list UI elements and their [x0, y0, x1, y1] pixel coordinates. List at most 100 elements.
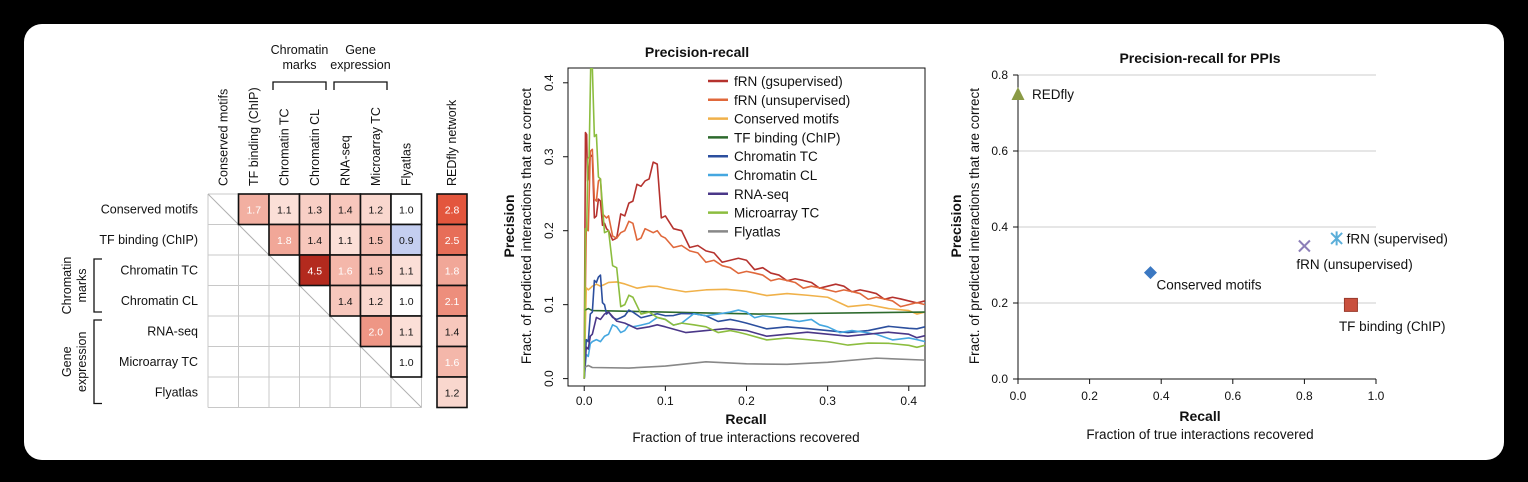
heatmap-row-label: Flyatlas: [155, 385, 198, 399]
heatmap-cell-value: 1.7: [246, 204, 261, 216]
heatmap-cell: [390, 345, 423, 378]
heatmap-cell: [390, 254, 423, 287]
series-line-conserved-motifs: [583, 281, 925, 379]
point-label: fRN (supervised): [1347, 231, 1448, 246]
heatmap-cell-value: 2.0: [368, 326, 383, 338]
heatmap-diagonal: [207, 193, 422, 408]
heatmap-cell-value: 1.0: [399, 357, 414, 369]
y-tick-label: 0.8: [991, 68, 1008, 82]
heatmap-cell-value: 1.4: [338, 296, 353, 308]
heatmap-cell: [390, 223, 423, 256]
point-frn-supervised: [1330, 231, 1343, 246]
heatmap-col-group-bracket: [333, 81, 388, 90]
series-line-rna-seq: [583, 311, 925, 379]
legend-label: Chromatin TC: [734, 149, 818, 164]
heatmap-row-label: TF binding (ChIP): [99, 233, 198, 247]
x-tick-label: 0.0: [1010, 389, 1027, 403]
point-label: Conserved motifs: [1156, 278, 1261, 293]
heatmap-cell-value: 0.9: [399, 235, 414, 247]
x-axis-sublabel: Fraction of true interactions recovered: [632, 430, 859, 445]
series-line-chromatin-tc: [583, 274, 925, 379]
heatmap-row-group-label: Gene: [60, 346, 74, 377]
heatmap-col-label: Chromatin CL: [308, 109, 322, 186]
y-axis-sublabel: Fract. of predicted interactions that ar…: [519, 88, 534, 364]
heatmap-col-label: RNA-seq: [338, 135, 352, 186]
y-axis-label: Precision: [501, 194, 517, 257]
heatmap-cell: [298, 223, 331, 256]
heatmap-cell-value: 4.5: [307, 265, 322, 277]
heatmap-cell-value: 1.6: [338, 265, 353, 277]
redfly-column-label: REDfly network: [445, 99, 459, 186]
x-tick-label: 1.0: [1368, 389, 1385, 403]
heatmap-row-group-bracket: [93, 319, 102, 405]
heatmap-col-label: Conserved motifs: [216, 89, 230, 186]
heatmap-row-group-label: expression: [75, 331, 89, 391]
heatmap-cell: [237, 193, 270, 226]
heatmap-cell-value: 1.2: [368, 204, 383, 216]
point-tf-binding-chip: [1343, 297, 1358, 312]
heatmap-row-label: Chromatin TC: [120, 263, 198, 277]
heatmap-col-group-label: Chromatin: [271, 43, 329, 57]
point-label: TF binding (ChIP): [1339, 319, 1446, 334]
legend-label: Chromatin CL: [734, 168, 818, 183]
redfly-cell-value: 2.1: [445, 296, 460, 308]
legend-label: fRN (gsupervised): [734, 74, 843, 89]
heatmap-cell-value: 1.0: [399, 296, 414, 308]
legend-label: Conserved motifs: [734, 112, 839, 127]
heatmap-row-group-label: marks: [75, 268, 89, 302]
point-label: fRN (unsupervised): [1296, 257, 1412, 272]
legend-label: fRN (unsupervised): [734, 93, 850, 108]
series-line-flyatlas: [583, 357, 925, 369]
heatmap-col-label: Flyatlas: [399, 143, 413, 186]
heatmap-cell-value: 1.1: [277, 204, 292, 216]
y-axis-label: Precision: [948, 194, 964, 257]
heatmap-col-group-label: marks: [282, 58, 316, 72]
heatmap-row-label: Chromatin CL: [121, 294, 198, 308]
y-tick-label: 0.0: [991, 372, 1008, 386]
x-tick-label: 0.0: [576, 394, 593, 408]
legend-label: Microarray TC: [734, 206, 820, 221]
redfly-cell: [436, 254, 468, 287]
heatmap-cell-value: 1.4: [338, 204, 353, 216]
x-tick-label: 0.4: [1153, 389, 1170, 403]
heatmap-cell: [359, 254, 392, 287]
x-tick-label: 0.3: [819, 394, 836, 408]
chart-title: Precision-recall: [645, 44, 749, 60]
x-axis-label: Recall: [725, 411, 766, 427]
x-tick-label: 0.4: [900, 394, 917, 408]
heatmap-cell-value: 1.3: [307, 204, 322, 216]
point-frn-unsupervised: [1298, 239, 1311, 253]
x-tick-label: 0.8: [1296, 389, 1313, 403]
point-label: REDfly: [1032, 87, 1074, 102]
redfly-cell: [436, 376, 468, 409]
series-group: [583, 68, 925, 379]
y-tick-label: 0.2: [991, 296, 1008, 310]
y-tick-label: 0.2: [542, 222, 556, 239]
heatmap-col-label: TF binding (ChIP): [247, 87, 261, 186]
heatmap-row-label: Microarray TC: [119, 355, 198, 369]
series-line-chromatin-cl: [583, 309, 925, 379]
heatmap-cell-value: 1.0: [399, 204, 414, 216]
series-line-frn-unsupervised-: [583, 148, 925, 379]
y-tick-label: 0.6: [991, 144, 1008, 158]
heatmap-cell: [268, 193, 301, 226]
heatmap-cell-value: 1.5: [368, 235, 383, 247]
heatmap-row-group-label: Chromatin: [60, 257, 74, 315]
heatmap-cell-value: 1.1: [338, 235, 353, 247]
heatmap-row-group-bracket: [93, 258, 102, 313]
heatmap-col-group-label: Gene: [345, 43, 376, 57]
legend-label: RNA-seq: [734, 187, 789, 202]
redfly-cell-value: 1.2: [445, 387, 460, 399]
heatmap-cell-value: 1.1: [399, 326, 414, 338]
heatmap-cell: [329, 284, 362, 317]
heatmap-cell: [329, 254, 362, 287]
x-tick-label: 0.2: [738, 394, 755, 408]
series-line-microarray-tc: [583, 68, 925, 379]
y-tick-label: 0.0: [542, 370, 556, 387]
redfly-cell-value: 2.8: [445, 204, 460, 216]
heatmap-cell-value: 1.5: [368, 265, 383, 277]
redfly-cell-value: 2.5: [445, 235, 460, 247]
x-axis-label: Recall: [1179, 408, 1220, 424]
